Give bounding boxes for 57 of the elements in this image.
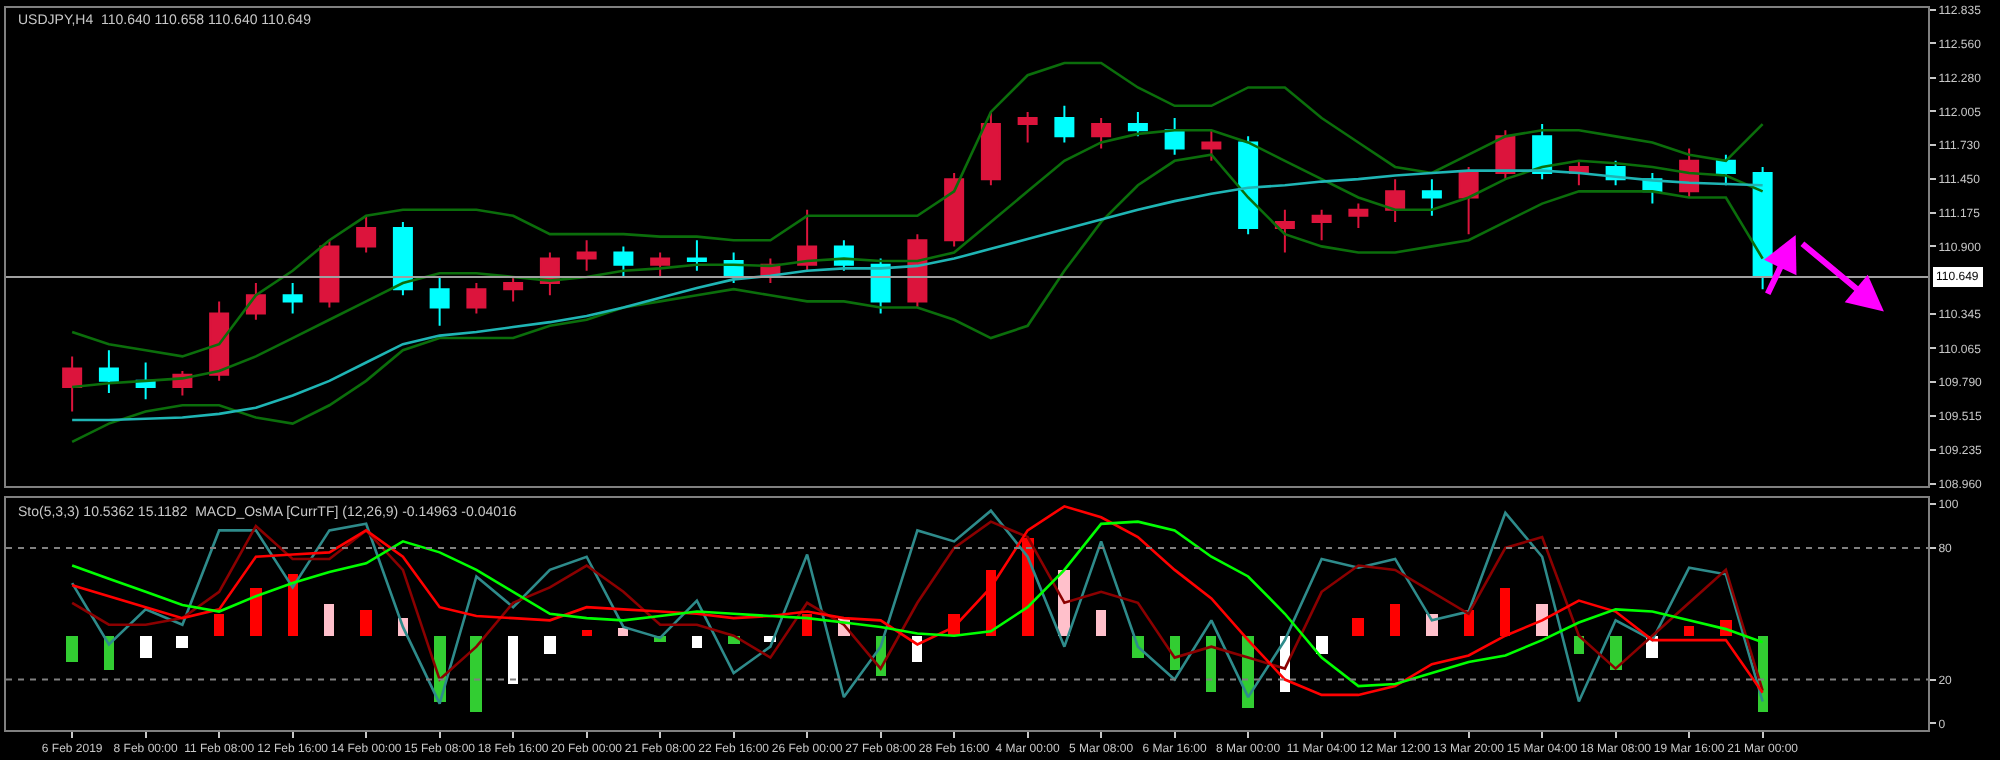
candlestick: [797, 208, 818, 272]
bar: [508, 635, 518, 684]
candlestick: [1017, 110, 1038, 144]
bar: [582, 629, 592, 636]
bar: [140, 635, 152, 658]
bar: [618, 627, 628, 636]
bar: [1352, 617, 1364, 636]
candlestick: [1385, 178, 1406, 223]
candlestick: [282, 282, 303, 315]
candlestick: [356, 214, 377, 254]
bar: [1536, 603, 1548, 636]
candlestick: [686, 239, 707, 272]
bar: [1206, 635, 1216, 692]
bar: [1096, 609, 1106, 636]
bar: [1390, 603, 1400, 636]
bar: [288, 573, 298, 636]
candlestick: [1274, 208, 1295, 254]
candlestick: [1458, 165, 1479, 236]
bar: [176, 635, 188, 648]
candlestick: [503, 275, 524, 303]
candlestick: [62, 355, 83, 413]
candlestick: [466, 282, 487, 315]
candlestick: [1311, 208, 1332, 242]
candlestick: [650, 251, 671, 278]
candlestick: [319, 239, 340, 309]
candlestick: [613, 245, 634, 278]
bar: [214, 613, 224, 636]
candlestick: [1091, 117, 1112, 150]
candlestick: [1127, 110, 1148, 138]
candlestick: [1752, 165, 1773, 291]
candlestick: [980, 110, 1001, 187]
bar: [1684, 625, 1694, 636]
bar: [360, 609, 372, 636]
bar: [544, 635, 556, 654]
candlestick: [1421, 178, 1442, 217]
line-series: [70, 128, 1764, 389]
candlestick: [1164, 117, 1185, 156]
candlestick: [1238, 135, 1259, 236]
bar: [1500, 587, 1510, 636]
candlestick: [98, 349, 119, 395]
candlestick: [1054, 104, 1075, 144]
candlestick: [209, 300, 230, 382]
bar: [66, 635, 78, 662]
candlestick: [576, 239, 597, 272]
candlestick: [245, 282, 266, 321]
candlestick: [1348, 202, 1369, 230]
candlestick: [429, 275, 450, 327]
bar: [692, 635, 702, 648]
candlestick: [1201, 129, 1222, 162]
bar: [250, 587, 262, 636]
bar: [470, 635, 482, 712]
candlestick: [944, 172, 965, 248]
bar: [324, 603, 334, 636]
line-series: [70, 61, 1764, 358]
candlestick: [392, 220, 413, 297]
bar: [1574, 635, 1584, 654]
bar: [1316, 635, 1328, 654]
